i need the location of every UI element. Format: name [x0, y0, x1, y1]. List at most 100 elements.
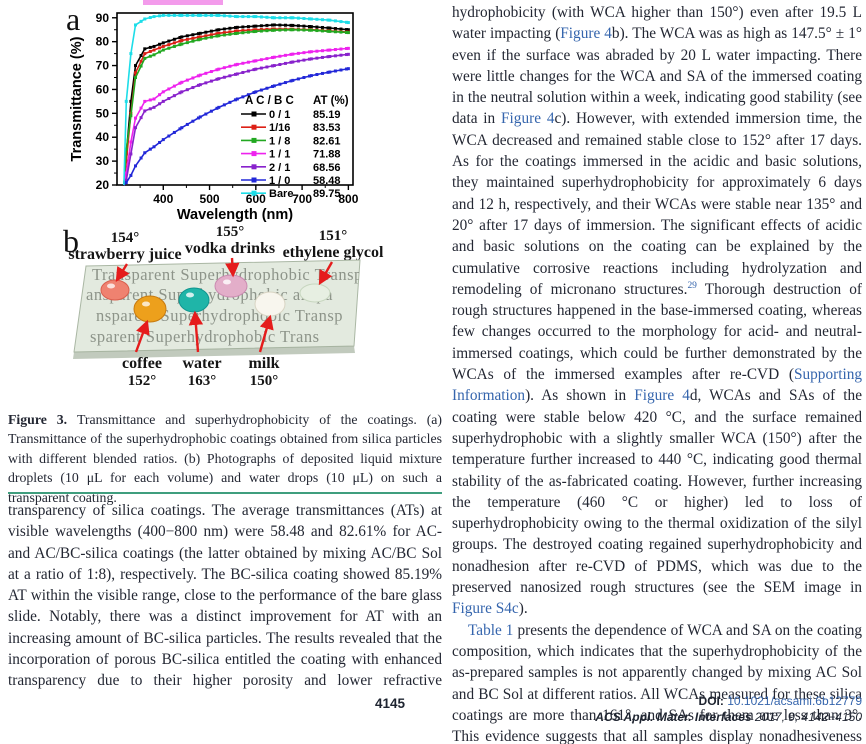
data-marker [167, 39, 171, 43]
legend-swatch-marker [251, 151, 257, 157]
data-marker [185, 88, 189, 92]
data-marker [328, 70, 332, 74]
data-marker [333, 27, 337, 31]
data-marker [270, 28, 274, 32]
data-marker [196, 83, 200, 87]
data-marker [333, 48, 337, 52]
data-marker [217, 34, 221, 38]
data-marker [235, 72, 239, 76]
data-marker [215, 106, 219, 110]
data-marker [246, 69, 250, 73]
left-column-paragraph: transparency of silica coatings. The ave… [8, 502, 442, 690]
arrow-water [188, 310, 204, 353]
data-marker [228, 64, 232, 68]
droplet-highlight [107, 283, 115, 289]
water-angle: 163° [188, 373, 217, 389]
data-marker [198, 73, 202, 77]
data-marker [333, 30, 337, 34]
data-marker [124, 181, 128, 185]
right-column-paragraph: Table 1 presents the dependence of WCA a… [452, 620, 862, 744]
link[interactable]: Figure 4 [501, 110, 555, 128]
data-marker [309, 57, 313, 61]
data-marker [291, 52, 295, 56]
data-marker [328, 29, 332, 33]
data-marker [345, 30, 349, 34]
data-marker [209, 70, 213, 74]
data-marker [346, 28, 350, 32]
link[interactable]: Supporting Information [452, 366, 862, 405]
droplet-highlight [142, 301, 150, 307]
data-marker [143, 99, 147, 103]
data-marker [217, 105, 221, 109]
data-marker [283, 16, 287, 20]
cropped-text-fragment [143, 0, 223, 5]
data-marker [172, 37, 176, 41]
data-marker [339, 47, 343, 51]
data-marker [328, 18, 332, 22]
ethylene-glycol-angle: 151° [319, 228, 348, 244]
ethylene-glycol-label: ethylene glycol [283, 244, 384, 261]
data-marker [143, 56, 147, 60]
data-marker [233, 63, 237, 67]
data-marker [148, 16, 152, 20]
data-marker [161, 90, 165, 94]
glass-row: sparent Superhydrophobic Trans [90, 327, 319, 346]
data-marker [296, 77, 300, 81]
x-tick-label: 800 [338, 192, 358, 206]
text-segment: Figure 3. [8, 412, 77, 427]
data-marker [158, 46, 162, 50]
data-marker [346, 52, 350, 56]
data-marker [158, 42, 162, 46]
data-marker [134, 116, 138, 120]
data-marker [152, 97, 156, 101]
legend-swatch-marker [251, 164, 257, 170]
y-tick-label: 40 [96, 130, 110, 144]
link[interactable]: Figure 4 [634, 387, 690, 405]
link[interactable]: Figure 4 [560, 25, 612, 43]
data-marker [167, 87, 171, 91]
droplet-highlight [223, 279, 231, 285]
data-marker [315, 73, 319, 77]
data-marker [222, 14, 226, 18]
data-marker [252, 59, 256, 63]
data-marker [161, 41, 165, 45]
data-marker [191, 36, 195, 40]
data-marker [246, 30, 250, 34]
data-marker [158, 93, 162, 97]
data-marker [167, 134, 171, 138]
water-droplet [178, 287, 210, 313]
data-marker [259, 28, 263, 32]
data-marker [139, 64, 143, 68]
data-marker [222, 27, 226, 31]
data-marker [143, 52, 147, 56]
data-marker [308, 74, 312, 78]
data-marker [345, 20, 349, 24]
section-separator [8, 492, 442, 494]
coffee-angle: 152° [128, 373, 157, 389]
legend-at-value: 82.61 [313, 135, 341, 147]
data-marker [326, 48, 330, 52]
x-tick-label: 500 [200, 192, 220, 206]
link[interactable]: 10.1021/acsami.6b12779 [727, 694, 862, 708]
data-marker [241, 15, 245, 19]
text-segment: DOI: [698, 694, 728, 708]
legend-ratio-label: Bare [269, 188, 293, 200]
x-tick-label: 700 [292, 192, 312, 206]
data-marker [233, 32, 237, 36]
data-marker [252, 30, 256, 34]
link[interactable]: Table 1 [468, 621, 514, 639]
data-marker [158, 14, 162, 18]
data-marker [296, 28, 300, 32]
data-marker [180, 35, 184, 39]
right-column: hydrophobicity (with WCA higher than 150… [452, 2, 862, 744]
data-marker [291, 16, 295, 20]
data-marker [246, 93, 250, 97]
data-marker [180, 38, 184, 42]
data-marker [178, 43, 182, 47]
arrow-strawberry [115, 263, 130, 283]
data-marker [148, 107, 152, 111]
data-marker [270, 56, 274, 60]
link[interactable]: 29 [687, 280, 697, 291]
link[interactable]: Figure S4c [452, 600, 519, 618]
data-marker [178, 39, 182, 43]
